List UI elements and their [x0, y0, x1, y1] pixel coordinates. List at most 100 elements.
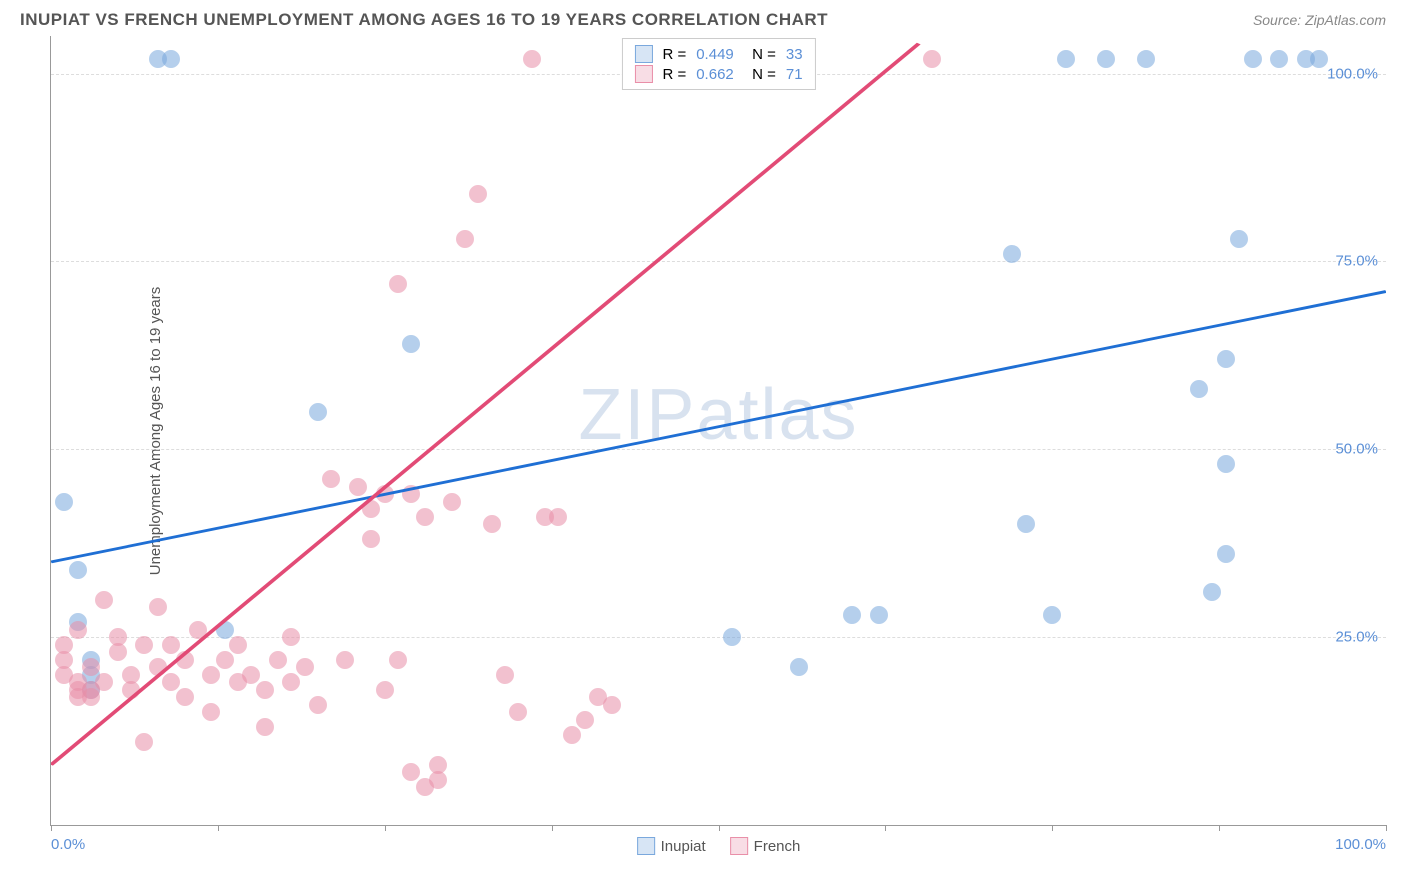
- data-point: [55, 636, 73, 654]
- data-point: [443, 493, 461, 511]
- data-point: [202, 666, 220, 684]
- data-point: [376, 485, 394, 503]
- swatch-inupiat: [634, 45, 652, 63]
- data-point: [402, 335, 420, 353]
- data-point: [362, 500, 380, 518]
- data-point: [242, 666, 260, 684]
- gridline: [51, 637, 1386, 638]
- data-point: [1057, 50, 1075, 68]
- data-point: [162, 673, 180, 691]
- data-point: [389, 275, 407, 293]
- xtick-mark: [885, 825, 886, 831]
- legend-label-french: French: [754, 838, 801, 855]
- series-legend: Inupiat French: [637, 837, 801, 855]
- legend-label-inupiat: Inupiat: [661, 838, 706, 855]
- data-point: [309, 696, 327, 714]
- data-point: [1017, 515, 1035, 533]
- data-point: [322, 470, 340, 488]
- xtick-label: 0.0%: [51, 836, 85, 853]
- data-point: [55, 493, 73, 511]
- xtick-mark: [385, 825, 386, 831]
- r-value-french: 0.662: [696, 66, 734, 83]
- n-value-inupiat: 33: [786, 46, 803, 63]
- data-point: [216, 621, 234, 639]
- data-point: [149, 658, 167, 676]
- xtick-mark: [552, 825, 553, 831]
- data-point: [135, 636, 153, 654]
- data-point: [469, 185, 487, 203]
- data-point: [402, 763, 420, 781]
- n-value-french: 71: [786, 66, 803, 83]
- data-point: [1190, 380, 1208, 398]
- data-point: [576, 711, 594, 729]
- data-point: [109, 628, 127, 646]
- data-point: [296, 658, 314, 676]
- data-point: [122, 681, 140, 699]
- data-point: [1230, 230, 1248, 248]
- data-point: [509, 703, 527, 721]
- xtick-mark: [1219, 825, 1220, 831]
- data-point: [282, 628, 300, 646]
- legend-swatch-french: [730, 837, 748, 855]
- ytick-label: 100.0%: [1327, 65, 1378, 82]
- data-point: [282, 673, 300, 691]
- data-point: [1217, 455, 1235, 473]
- data-point: [923, 50, 941, 68]
- xtick-mark: [51, 825, 52, 831]
- data-point: [603, 696, 621, 714]
- data-point: [149, 598, 167, 616]
- data-point: [309, 403, 327, 421]
- data-point: [456, 230, 474, 248]
- stats-legend: R = 0.449 N = 33 R = 0.662 N = 71: [621, 38, 815, 90]
- xtick-mark: [218, 825, 219, 831]
- swatch-french: [634, 65, 652, 83]
- data-point: [1003, 245, 1021, 263]
- data-point: [82, 688, 100, 706]
- data-point: [389, 651, 407, 669]
- data-point: [1244, 50, 1262, 68]
- data-point: [402, 485, 420, 503]
- data-point: [1217, 545, 1235, 563]
- data-point: [1137, 50, 1155, 68]
- data-point: [563, 726, 581, 744]
- data-point: [349, 478, 367, 496]
- xtick-mark: [1052, 825, 1053, 831]
- data-point: [135, 733, 153, 751]
- r-value-inupiat: 0.449: [696, 46, 734, 63]
- data-point: [216, 651, 234, 669]
- data-point: [176, 651, 194, 669]
- data-point: [162, 50, 180, 68]
- data-point: [1217, 350, 1235, 368]
- data-point: [229, 636, 247, 654]
- gridline: [51, 261, 1386, 262]
- r-label: R =: [662, 46, 686, 63]
- data-point: [843, 606, 861, 624]
- data-point: [1310, 50, 1328, 68]
- r-label: R =: [662, 66, 686, 83]
- data-point: [429, 771, 447, 789]
- data-point: [483, 515, 501, 533]
- n-label: N =: [744, 46, 776, 63]
- ytick-label: 50.0%: [1335, 441, 1378, 458]
- xtick-label: 100.0%: [1335, 836, 1386, 853]
- xtick-mark: [1386, 825, 1387, 831]
- data-point: [1043, 606, 1061, 624]
- data-point: [176, 688, 194, 706]
- xtick-mark: [719, 825, 720, 831]
- data-point: [202, 703, 220, 721]
- data-point: [95, 673, 113, 691]
- chart-area: Unemployment Among Ages 16 to 19 years Z…: [50, 36, 1386, 826]
- data-point: [95, 591, 113, 609]
- data-point: [790, 658, 808, 676]
- ytick-label: 25.0%: [1335, 629, 1378, 646]
- data-point: [1097, 50, 1115, 68]
- data-point: [723, 628, 741, 646]
- data-point: [82, 658, 100, 676]
- data-point: [376, 681, 394, 699]
- chart-title: INUPIAT VS FRENCH UNEMPLOYMENT AMONG AGE…: [20, 10, 828, 30]
- data-point: [69, 561, 87, 579]
- ytick-label: 75.0%: [1335, 253, 1378, 270]
- data-point: [870, 606, 888, 624]
- data-point: [189, 621, 207, 639]
- gridline: [51, 449, 1386, 450]
